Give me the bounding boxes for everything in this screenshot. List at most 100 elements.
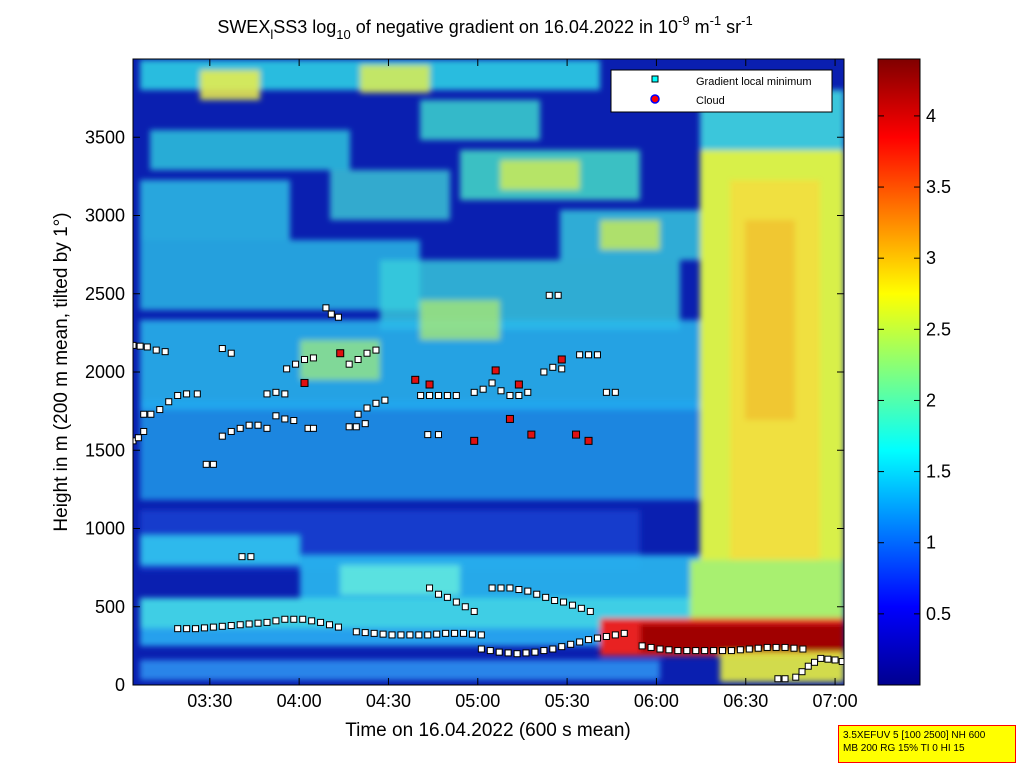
gradient-minimum-marker bbox=[236, 424, 244, 432]
gradient-minimum-marker bbox=[247, 553, 255, 561]
gradient-minimum-marker bbox=[334, 313, 342, 321]
gradient-minimum-marker bbox=[459, 629, 467, 637]
gradient-minimum-marker bbox=[361, 629, 369, 637]
title-unit1: m bbox=[690, 17, 710, 37]
gradient-minimum-marker bbox=[209, 460, 217, 468]
info-line-2: MB 200 RG 15% TI 0 HI 15 bbox=[843, 743, 965, 754]
title-rest: of negative gradient on 16.04.2022 in 10 bbox=[351, 17, 678, 37]
gradient-minimum-marker bbox=[134, 434, 142, 442]
x-tick-label: 04:30 bbox=[366, 691, 411, 711]
gradient-minimum-marker bbox=[577, 604, 585, 612]
gradient-minimum-marker bbox=[281, 415, 289, 423]
y-tick-label: 3500 bbox=[85, 127, 125, 147]
gradient-minimum-marker bbox=[531, 648, 539, 656]
gradient-minimum-marker bbox=[656, 645, 664, 653]
y-tick-label: 2000 bbox=[85, 362, 125, 382]
x-tick-label: 05:00 bbox=[455, 691, 500, 711]
gradient-minimum-marker bbox=[147, 410, 155, 418]
chart-title: SWEXlSS3 log10 of negative gradient on 1… bbox=[217, 13, 752, 42]
gradient-minimum-marker bbox=[281, 390, 289, 398]
gradient-minimum-marker bbox=[470, 388, 478, 396]
gradient-minimum-marker bbox=[638, 642, 646, 650]
colorbar-tick-label: 2 bbox=[926, 390, 936, 410]
marker-layer bbox=[133, 291, 844, 683]
gradient-minimum-marker bbox=[299, 615, 307, 623]
gradient-minimum-marker bbox=[647, 643, 655, 651]
x-tick-label: 07:00 bbox=[813, 691, 858, 711]
gradient-minimum-marker bbox=[442, 629, 450, 637]
gradient-minimum-marker bbox=[798, 668, 806, 676]
gradient-minimum-marker bbox=[710, 647, 718, 655]
gradient-minimum-marker bbox=[370, 629, 378, 637]
gradient-minimum-marker bbox=[817, 654, 825, 662]
cloud-marker bbox=[584, 436, 593, 445]
gradient-minimum-marker bbox=[468, 630, 476, 638]
gradient-minimum-marker bbox=[174, 391, 182, 399]
gradient-minimum-marker bbox=[183, 390, 191, 398]
gradient-minimum-marker bbox=[451, 629, 459, 637]
gradient-minimum-marker bbox=[824, 655, 832, 663]
gradient-minimum-marker bbox=[602, 388, 610, 396]
gradient-minimum-marker bbox=[218, 622, 226, 630]
gradient-minimum-marker bbox=[506, 584, 514, 592]
gradient-minimum-marker bbox=[674, 647, 682, 655]
gradient-minimum-marker bbox=[719, 647, 727, 655]
gradient-minimum-marker bbox=[736, 646, 744, 654]
colorbar-tick-label: 0.5 bbox=[926, 604, 951, 624]
gradient-minimum-marker bbox=[799, 645, 807, 653]
gradient-minimum-marker bbox=[533, 590, 541, 598]
gradient-minimum-marker bbox=[406, 631, 414, 639]
gradient-minimum-marker bbox=[488, 584, 496, 592]
y-tick-label: 1500 bbox=[85, 440, 125, 460]
gradient-minimum-marker bbox=[831, 656, 839, 664]
gradient-minimum-marker bbox=[549, 645, 557, 653]
gradient-minimum-marker bbox=[161, 348, 169, 356]
gradient-minimum-marker bbox=[254, 619, 262, 627]
x-tick-label: 03:30 bbox=[187, 691, 232, 711]
gradient-minimum-marker bbox=[174, 625, 182, 633]
gradient-minimum-marker bbox=[202, 460, 210, 468]
cloud-marker bbox=[470, 436, 479, 445]
gradient-minimum-marker bbox=[495, 648, 503, 656]
gradient-minimum-marker bbox=[352, 423, 360, 431]
y-tick-label: 0 bbox=[115, 675, 125, 695]
gradient-minimum-marker bbox=[143, 343, 151, 351]
gradient-minimum-marker bbox=[513, 650, 521, 658]
gradient-minimum-marker bbox=[470, 607, 478, 615]
gradient-minimum-marker bbox=[379, 630, 387, 638]
gradient-minimum-marker bbox=[542, 593, 550, 601]
gradient-minimum-marker bbox=[263, 390, 271, 398]
gradient-minimum-marker bbox=[488, 379, 496, 387]
title-unit2: sr bbox=[721, 17, 741, 37]
colorbar-tick-label: 1.5 bbox=[926, 462, 951, 482]
gradient-minimum-marker bbox=[486, 647, 494, 655]
gradient-minimum-marker bbox=[576, 638, 584, 646]
gradient-minimum-marker bbox=[281, 615, 289, 623]
gradient-minimum-marker bbox=[424, 431, 432, 439]
gradient-minimum-marker bbox=[372, 399, 380, 407]
gradient-minimum-marker bbox=[772, 643, 780, 651]
gradient-minimum-marker bbox=[838, 658, 844, 666]
gradient-minimum-marker bbox=[238, 553, 246, 561]
gradient-minimum-marker bbox=[576, 351, 584, 359]
gradient-minimum-marker bbox=[136, 342, 144, 350]
gradient-minimum-marker bbox=[308, 617, 316, 625]
gradient-minimum-marker bbox=[283, 365, 291, 373]
gradient-minimum-marker bbox=[434, 431, 442, 439]
gradient-minimum-marker bbox=[317, 618, 325, 626]
gradient-minimum-marker bbox=[497, 584, 505, 592]
colorbar-tick-label: 4 bbox=[926, 106, 936, 126]
colorbar-tick-label: 3 bbox=[926, 248, 936, 268]
legend-label-gradient-minimum: Gradient local minimum bbox=[696, 76, 812, 88]
cloud-marker bbox=[300, 378, 309, 387]
x-tick-label: 05:30 bbox=[545, 691, 590, 711]
gradient-minimum-marker bbox=[774, 675, 782, 683]
gradient-minimum-marker bbox=[363, 404, 371, 412]
gradient-minimum-marker bbox=[515, 391, 523, 399]
gradient-minimum-marker bbox=[227, 622, 235, 630]
gradient-minimum-marker bbox=[506, 391, 514, 399]
gradient-minimum-marker bbox=[524, 587, 532, 595]
gradient-minimum-marker bbox=[327, 310, 335, 318]
colorbar bbox=[877, 58, 921, 686]
